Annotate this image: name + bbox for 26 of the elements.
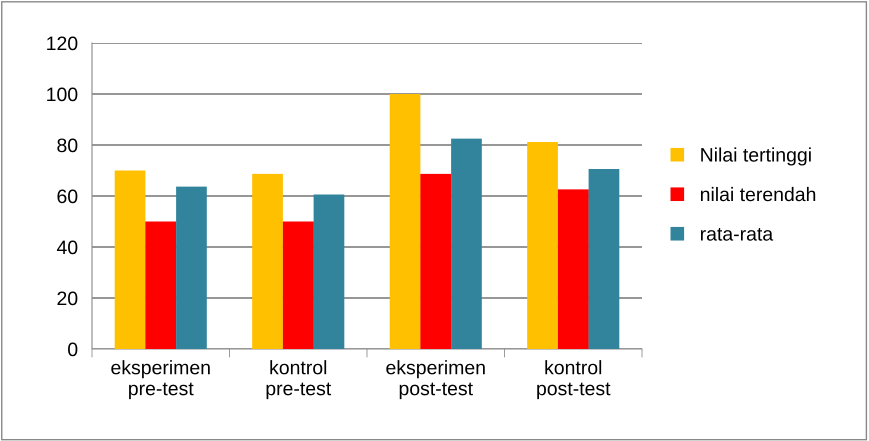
bar — [145, 222, 176, 349]
bar — [176, 186, 207, 349]
bar — [282, 222, 314, 349]
bar — [252, 174, 283, 349]
bar — [588, 168, 620, 349]
y-tick-label: 120 — [47, 36, 78, 50]
y-tick-label: 80 — [57, 138, 78, 152]
legend-label: nilai terendah — [700, 186, 816, 202]
y-tick-label: 40 — [56, 240, 78, 254]
y-tick-label: 100 — [47, 87, 78, 102]
x-tick-label: eksperimen post-test — [386, 360, 485, 400]
bar — [558, 189, 589, 349]
legend-label: rata-rata — [700, 228, 774, 241]
y-tick-label: 0 — [68, 342, 78, 356]
bar — [527, 142, 558, 349]
x-tick-label: kontrol pre-test — [266, 360, 332, 400]
bar — [314, 194, 344, 349]
x-tick-label: eksperimen pre-test — [111, 360, 210, 400]
bar — [451, 138, 482, 349]
x-tick-label: kontrol post-test — [537, 360, 610, 400]
bar — [114, 170, 146, 349]
legend-label: Nilai tertinggi — [701, 147, 811, 166]
bar — [390, 94, 420, 349]
y-tick-label: 60 — [57, 189, 78, 204]
bar — [420, 174, 452, 349]
y-tick-label: 20 — [57, 291, 78, 306]
